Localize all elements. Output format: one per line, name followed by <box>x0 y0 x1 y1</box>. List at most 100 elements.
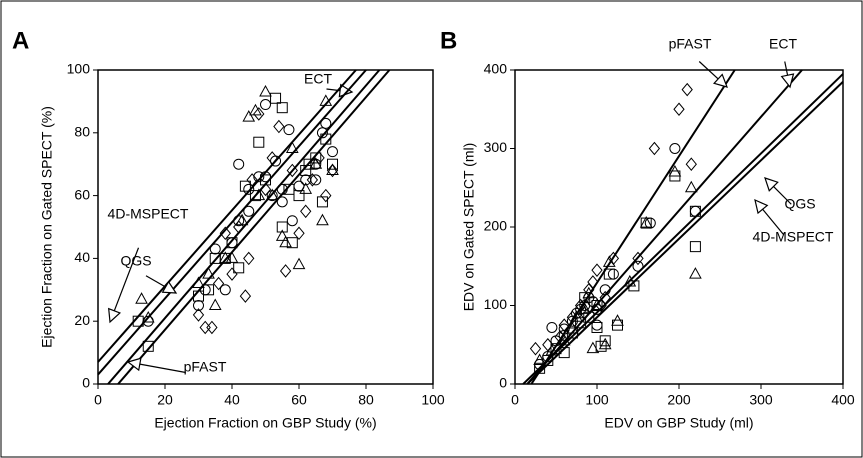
point <box>233 262 245 274</box>
point <box>243 183 255 195</box>
x-tick-label: 40 <box>224 392 240 408</box>
point <box>590 298 604 310</box>
point <box>602 255 616 267</box>
point <box>253 136 265 148</box>
arrow-shaft <box>113 247 140 312</box>
point <box>226 237 238 249</box>
fit-line <box>117 69 391 385</box>
fit-line <box>97 69 357 363</box>
point <box>326 163 339 178</box>
point <box>260 99 271 111</box>
point <box>286 237 298 249</box>
arrow-head <box>161 280 178 294</box>
x-axis-label: EDV on GBP Study (ml) <box>604 415 753 431</box>
point <box>529 341 542 356</box>
fit-line <box>97 69 367 376</box>
arrow-head <box>754 198 769 215</box>
point <box>225 251 239 263</box>
point <box>270 92 282 104</box>
point <box>310 174 322 186</box>
point <box>253 171 265 183</box>
point <box>327 158 338 170</box>
x-tick-label: 100 <box>585 392 609 408</box>
fit-label: 4D-MSPECT <box>108 206 189 222</box>
y-axis-label: EDV on Gated SPECT (ml) <box>461 143 477 312</box>
plot-area <box>97 69 434 385</box>
point <box>212 276 225 291</box>
y-tick-label: 20 <box>74 312 90 328</box>
arrow-head <box>713 73 728 88</box>
point <box>591 321 603 333</box>
x-tick-label: 100 <box>421 392 445 408</box>
fit-label: QGS <box>784 196 815 212</box>
point <box>283 124 295 136</box>
arrow-shaft <box>139 363 186 374</box>
point <box>233 220 245 234</box>
x-tick-label: 80 <box>358 392 374 408</box>
x-tick-label: 200 <box>667 392 691 408</box>
y-tick-label: 400 <box>484 61 508 77</box>
y-tick-label: 80 <box>74 124 90 140</box>
y-axis-label: Ejection Fraction on Gated SPECT (%) <box>39 106 55 348</box>
point <box>326 163 339 175</box>
arrow-head <box>108 307 122 324</box>
point <box>276 221 288 233</box>
point <box>193 300 204 311</box>
point <box>206 320 218 335</box>
point <box>246 173 258 187</box>
point <box>578 302 592 314</box>
point <box>632 251 644 266</box>
point <box>142 340 154 352</box>
y-tick-label: 40 <box>74 249 90 265</box>
point <box>607 251 620 266</box>
fit-label: pFAST <box>184 359 227 375</box>
arrow-shaft <box>698 61 719 80</box>
point <box>689 267 702 279</box>
point <box>639 216 653 228</box>
x-tick-label: 0 <box>511 392 519 408</box>
point <box>141 311 155 323</box>
y-tick-label: 100 <box>67 61 91 77</box>
panel-label: B <box>440 27 457 54</box>
y-tick-label: 0 <box>82 375 90 391</box>
point <box>669 143 681 154</box>
point <box>243 205 255 217</box>
arrow-head <box>126 357 142 372</box>
x-tick-label: 0 <box>94 392 102 408</box>
point <box>199 320 211 335</box>
point <box>327 146 338 158</box>
point <box>668 165 682 177</box>
point <box>586 341 600 354</box>
point <box>259 84 272 97</box>
point <box>233 158 245 170</box>
arrow-shaft <box>773 186 792 205</box>
point <box>607 268 619 280</box>
arrow-shaft <box>762 208 784 235</box>
fit-label: 4D-MSPECT <box>753 229 834 245</box>
point <box>598 337 612 350</box>
point <box>300 204 312 219</box>
point <box>603 268 615 280</box>
y-tick-label: 200 <box>484 218 508 234</box>
point <box>673 102 685 117</box>
point <box>684 180 698 193</box>
x-tick-label: 60 <box>291 392 307 408</box>
point <box>276 102 288 114</box>
x-tick-label: 20 <box>157 392 173 408</box>
panel-label: A <box>12 27 29 54</box>
point <box>192 308 205 322</box>
point <box>203 284 215 296</box>
point <box>533 353 546 365</box>
point <box>253 107 265 121</box>
point <box>611 314 624 326</box>
point <box>542 337 554 352</box>
point <box>591 263 603 277</box>
point <box>310 152 322 164</box>
x-tick-label: 300 <box>749 392 773 408</box>
point <box>265 188 279 201</box>
y-tick-label: 60 <box>74 186 90 202</box>
point <box>276 196 288 208</box>
point <box>286 215 298 227</box>
x-tick-label: 400 <box>831 392 855 408</box>
